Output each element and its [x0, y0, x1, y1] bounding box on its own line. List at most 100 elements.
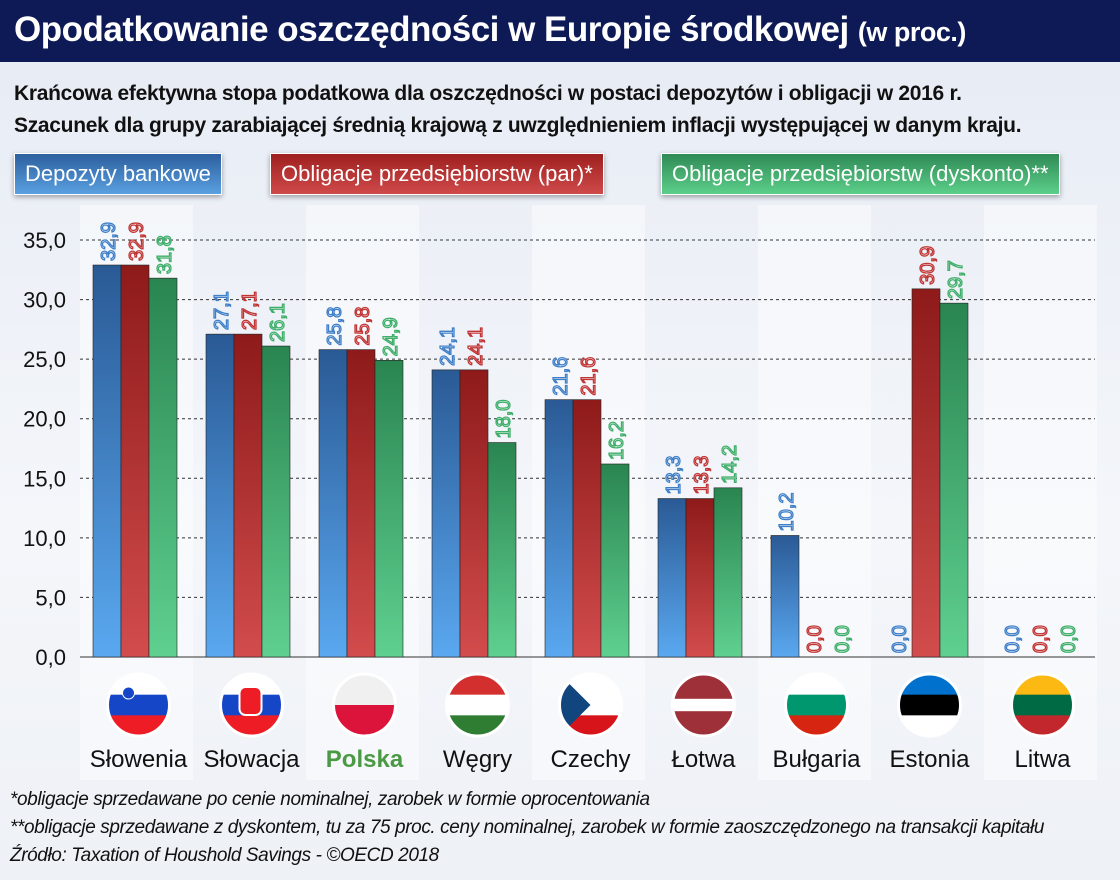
- flag-coat-of-arms: [238, 686, 263, 716]
- bar-0: [205, 333, 235, 658]
- bar-1: [120, 264, 150, 658]
- bar-0: [92, 264, 122, 658]
- data-label: 21,6: [578, 357, 600, 396]
- flag-border: [445, 672, 510, 738]
- flag-5: [671, 672, 736, 738]
- legend-bonds-par: Obligacje przedsiębiorstw (par)*: [270, 153, 604, 195]
- flag-stripe: [898, 694, 961, 717]
- source-note: Źródło: Taxation of Houshold Savings - ©…: [10, 845, 439, 866]
- data-label: 0,0: [1002, 625, 1024, 653]
- bar-1: [233, 333, 263, 658]
- bar-2: [600, 463, 630, 658]
- flag-3: [445, 672, 510, 738]
- flag-stripe: [672, 674, 735, 700]
- bar-1: [459, 369, 489, 658]
- category-label: Bułgaria: [772, 746, 861, 773]
- data-label: 29,7: [945, 260, 967, 299]
- y-tick-label: 15,0: [23, 466, 66, 491]
- flag-1: [219, 672, 284, 738]
- data-label: 0,0: [832, 625, 854, 653]
- bar-1: [346, 349, 376, 658]
- flag-7: [897, 672, 962, 738]
- flag-border: [332, 672, 397, 738]
- bar-1: [572, 399, 602, 658]
- bar-0: [544, 399, 574, 658]
- category-label: Litwa: [1014, 746, 1071, 773]
- title-unit: (w proc.): [857, 17, 967, 47]
- data-label: 31,8: [154, 235, 176, 274]
- flag-border: [897, 672, 962, 738]
- legend-bonds-discount: Obligacje przedsiębiorstw (dyskonto)**: [661, 153, 1060, 195]
- data-label: 0,0: [804, 625, 826, 653]
- category-label: Słowacja: [203, 746, 300, 773]
- data-label: 13,3: [663, 456, 685, 495]
- legend-deposits: Depozyty bankowe: [14, 153, 222, 195]
- data-label: 0,0: [1030, 625, 1052, 653]
- bar-2: [713, 487, 743, 658]
- flag-stripe: [1011, 694, 1074, 717]
- category-label: Polska: [326, 746, 404, 773]
- bar-2: [261, 345, 291, 658]
- flag-border: [106, 672, 171, 738]
- y-tick-label: 0,0: [35, 645, 66, 670]
- flag-border: [671, 672, 736, 738]
- subtitle-line-1: Krańcowa efektywna stopa podatkowa dla o…: [14, 82, 962, 105]
- y-tick-label: 25,0: [23, 347, 66, 372]
- bar-2: [939, 302, 969, 658]
- category-label: Estonia: [889, 746, 970, 773]
- flag-border: [1010, 672, 1075, 738]
- y-tick-label: 35,0: [23, 228, 66, 253]
- footnote-1: *obligacje sprzedawane po cenie nominaln…: [10, 789, 650, 810]
- data-label: 32,9: [126, 222, 148, 261]
- category-label: Czechy: [550, 746, 630, 773]
- y-tick-label: 10,0: [23, 526, 66, 551]
- bar-1: [911, 288, 941, 658]
- page-title: Opodatkowanie oszczędności w Europie śro…: [14, 10, 966, 50]
- flag-stripe: [785, 694, 848, 717]
- category-label: Węgry: [443, 746, 512, 773]
- data-label: 25,8: [352, 307, 374, 346]
- data-label: 21,6: [550, 357, 572, 396]
- header-bar: Opodatkowanie oszczędności w Europie śro…: [0, 0, 1120, 62]
- data-label: 0,0: [889, 625, 911, 653]
- bar-1: [685, 498, 715, 658]
- flag-6: [784, 672, 849, 738]
- bar-0: [770, 535, 800, 658]
- y-tick-label: 5,0: [35, 585, 66, 610]
- data-label: 24,1: [465, 327, 487, 366]
- data-label: 18,0: [493, 400, 515, 439]
- subtitle-line-2: Szacunek dla grupy zarabiającej średnią …: [14, 114, 1022, 137]
- y-tick-label: 30,0: [23, 288, 66, 313]
- data-label: 24,9: [380, 317, 402, 356]
- footnote-2: **obligacje sprzedawane z dyskontem, tu …: [10, 817, 1044, 838]
- data-label: 27,1: [211, 291, 233, 330]
- data-label: 25,8: [324, 307, 346, 346]
- flag-0: [106, 672, 171, 738]
- bar-2: [148, 277, 178, 658]
- flag-coat-of-arms: [122, 686, 135, 700]
- flag-stripe: [672, 711, 735, 736]
- data-label: 13,3: [691, 456, 713, 495]
- data-label: 0,0: [1058, 625, 1080, 653]
- flag-stripe: [107, 694, 170, 717]
- flag-2: [332, 672, 397, 738]
- category-label: Łotwa: [671, 746, 736, 773]
- category-label: Słowenia: [90, 746, 188, 773]
- flag-border: [784, 672, 849, 738]
- bar-0: [431, 369, 461, 658]
- bar-0: [657, 498, 687, 658]
- data-label: 32,9: [98, 222, 120, 261]
- flag-triangle: [559, 674, 591, 736]
- data-label: 16,2: [606, 421, 628, 460]
- data-label: 10,2: [776, 493, 798, 532]
- flag-8: [1010, 672, 1075, 738]
- data-label: 27,1: [239, 291, 261, 330]
- flag-stripe: [446, 694, 509, 717]
- flag-border: [558, 672, 623, 738]
- title-text: Opodatkowanie oszczędności w Europie śro…: [14, 10, 849, 49]
- data-label: 24,1: [437, 327, 459, 366]
- data-label: 30,9: [917, 246, 939, 285]
- bar-2: [487, 442, 517, 658]
